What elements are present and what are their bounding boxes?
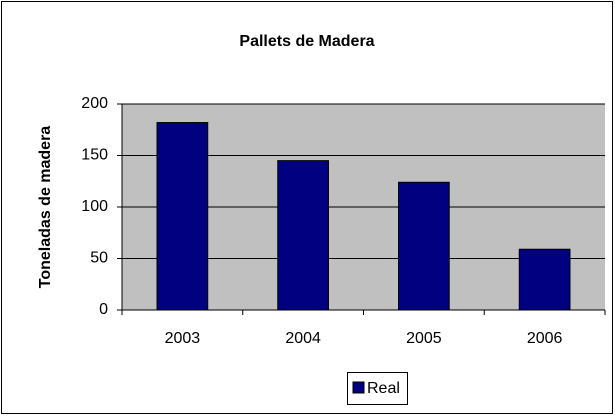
bar [518,248,571,311]
y-tick-label: 100 [81,198,108,215]
x-tick-label: 2006 [527,330,563,347]
bar [277,160,329,311]
legend-label: Real [367,380,400,397]
y-tick-label: 50 [90,250,108,267]
x-tick-label: 2005 [406,330,442,347]
bar [398,181,450,311]
legend-swatch [352,381,365,394]
y-tick-label: 150 [81,147,108,164]
y-tick-label: 0 [99,301,108,318]
chart-title: Pallets de Madera [239,33,374,50]
x-tick-label: 2003 [165,330,201,347]
bar [156,122,209,311]
y-tick-label: 200 [81,95,108,112]
y-axis-label: Toneladas de madera [37,126,54,289]
x-tick-label: 2004 [285,330,321,347]
